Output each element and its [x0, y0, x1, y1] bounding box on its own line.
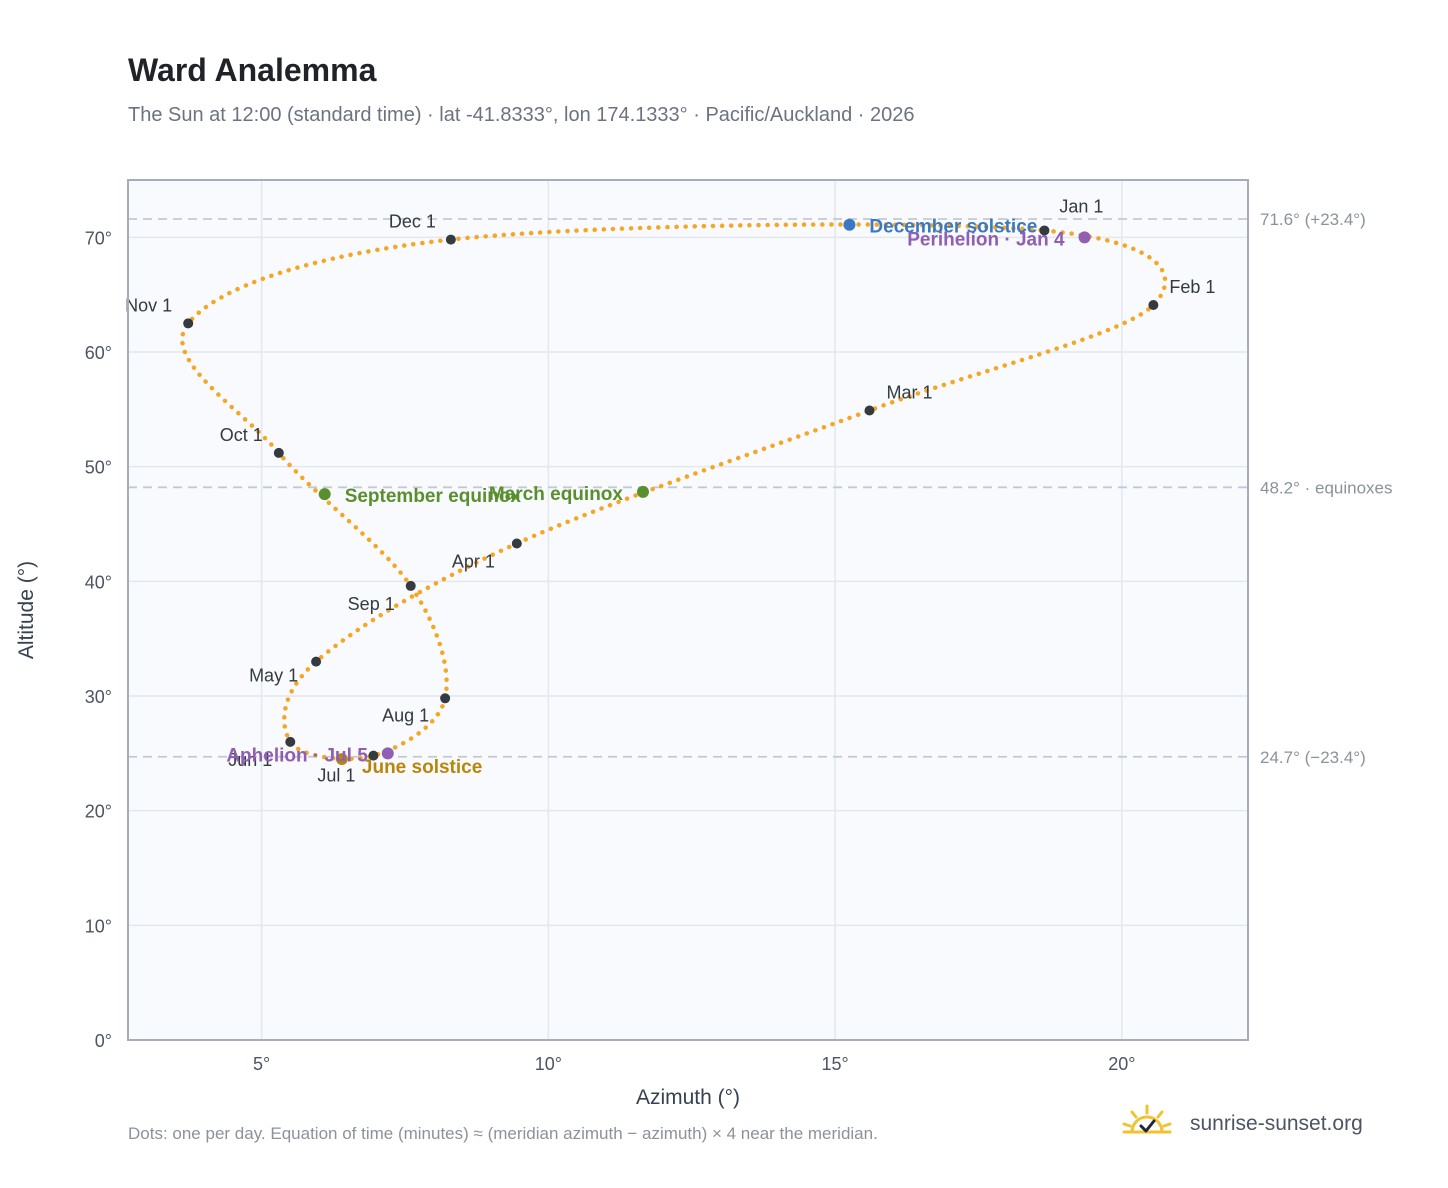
month-marker-label: Apr 1 — [452, 551, 495, 571]
y-tick-label: 40° — [85, 572, 112, 592]
x-tick-label: 10° — [535, 1054, 562, 1074]
y-tick-label: 20° — [85, 802, 112, 822]
month-marker — [445, 234, 456, 245]
event-marker — [381, 747, 394, 760]
month-markers: Jan 1 Feb 1 Mar 1 Apr 1 May 1 Jun 1 Jul 1 Aug 1… — [125, 196, 1215, 785]
reference-line-label: 48.2° · equinoxes — [1260, 478, 1393, 497]
month-marker — [1148, 299, 1159, 310]
reference-lines: 71.6° (+23.4°) 48.2° · equinoxes 24.7° (−2… — [128, 210, 1393, 767]
month-marker — [183, 318, 194, 329]
month-marker — [440, 693, 451, 704]
event-marker — [318, 488, 331, 501]
month-marker-label: Feb 1 — [1169, 277, 1215, 297]
y-tick-label: 60° — [85, 343, 112, 363]
analemma-curve — [180, 222, 1168, 762]
event-label: Aphelion · Jul 5 — [226, 745, 368, 766]
event-label: Perihelion · Jan 4 — [907, 229, 1065, 250]
footnote: Dots: one per day. Equation of time (min… — [128, 1124, 878, 1143]
reference-line-label: 24.7° (−23.4°) — [1260, 748, 1366, 767]
chart-title: Ward Analemma — [128, 52, 377, 88]
month-marker-label: Oct 1 — [220, 425, 263, 445]
plot-background — [128, 180, 1248, 1040]
x-axis-label: Azimuth (°) — [636, 1086, 740, 1109]
month-marker — [368, 750, 379, 761]
event-marker — [1078, 231, 1091, 244]
y-tick-label: 10° — [85, 916, 112, 936]
plot-frame — [127, 179, 1249, 1041]
month-marker-label: May 1 — [249, 666, 298, 686]
x-tick-label: 20° — [1108, 1054, 1135, 1074]
month-marker — [511, 538, 522, 549]
month-marker — [405, 580, 416, 591]
x-tick-label: 5° — [253, 1054, 270, 1074]
brand-name: sunrise-sunset.org — [1190, 1112, 1363, 1135]
event-marker — [636, 485, 649, 498]
y-tick-label: 50° — [85, 458, 112, 478]
event-markers: December solstice June solstice March equi… — [226, 217, 1091, 778]
month-marker-label: Aug 1 — [382, 705, 429, 725]
month-marker-label: Mar 1 — [887, 382, 933, 402]
y-tick-label: 30° — [85, 687, 112, 707]
event-marker — [335, 753, 348, 766]
event-label: September equinox — [345, 486, 522, 507]
month-marker — [311, 656, 322, 667]
month-marker — [1039, 225, 1050, 236]
month-marker — [273, 447, 284, 458]
event-marker — [843, 218, 856, 231]
month-marker-label: Jul 1 — [317, 766, 355, 786]
month-marker — [285, 736, 296, 747]
chart-subtitle: The Sun at 12:00 (standard time) · lat -… — [128, 104, 915, 126]
month-marker-label: Nov 1 — [125, 295, 172, 315]
y-axis-label: Altitude (°) — [15, 561, 38, 659]
y-tick-label: 0° — [95, 1031, 112, 1051]
grid-lines — [128, 180, 1248, 1041]
brand[interactable]: sunrise-sunset.org — [1120, 1102, 1390, 1148]
event-label: December solstice — [869, 217, 1037, 238]
month-marker-label: Jan 1 — [1059, 196, 1103, 216]
event-label: June solstice — [362, 757, 482, 778]
y-tick-label: 70° — [85, 228, 112, 248]
x-tick-label: 15° — [821, 1054, 848, 1074]
reference-line-label: 71.6° (+23.4°) — [1260, 210, 1366, 229]
month-marker-label: Sep 1 — [348, 594, 395, 614]
month-marker — [864, 405, 875, 416]
month-marker-label: Jun 1 — [228, 750, 272, 770]
sun-logo-icon — [1122, 1104, 1172, 1134]
event-label: March equinox — [489, 484, 624, 505]
month-marker-label: Dec 1 — [389, 212, 436, 232]
axes: Azimuth (°) Altitude (°) 5° 10° 15° 20° 0° 10… — [15, 228, 1135, 1109]
